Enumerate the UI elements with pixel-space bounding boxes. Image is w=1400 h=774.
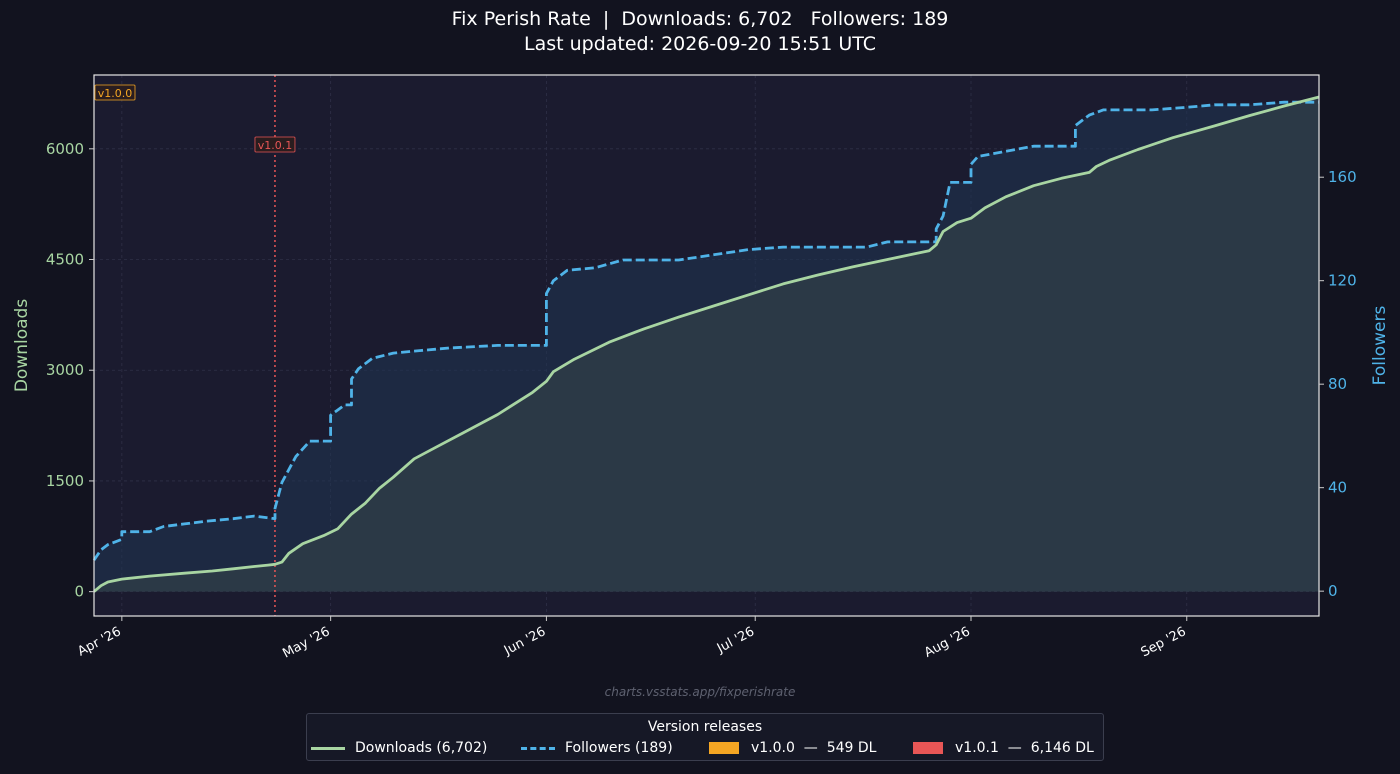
y2-tick-label: 40	[1328, 479, 1347, 497]
y2-tick-label: 160	[1328, 168, 1357, 186]
y2-tick-label: 0	[1328, 582, 1338, 600]
x-tick-label: Jul '26	[714, 624, 757, 656]
legend-item-downloads: Downloads (6,702)	[311, 739, 487, 757]
y2-axis-title: Followers	[1370, 306, 1390, 386]
legend-label-followers: Followers (189)	[565, 740, 673, 756]
v100-color-swatch	[709, 742, 739, 754]
x-tick-label: Jun '26	[501, 624, 548, 659]
plot-frame	[93, 74, 1320, 617]
y-tick-label: 3000	[46, 361, 84, 379]
x-tick-label: Apr '26	[75, 624, 123, 659]
version-label: v1.0.0	[98, 87, 133, 100]
version-marker-v1-0-0: v1.0.0	[94, 84, 136, 101]
y-axis-right: 0 40 80 120 160	[1319, 168, 1357, 600]
v101-color-swatch	[913, 742, 943, 754]
x-tick-label: May '26	[280, 624, 332, 661]
chart-canvas: v1.0.0 v1.0.1 0 1500 3000 4500 6000 0 40 80 120 160…	[12, 74, 1390, 662]
y-tick-label: 0	[74, 583, 84, 601]
x-axis: Apr '26 May '26 Jun '26 Jul '26 Aug '26 Sep '…	[75, 616, 1189, 662]
legend-item-followers: Followers (189)	[521, 739, 673, 757]
version-label: v1.0.1	[258, 139, 293, 152]
legend-title: Version releases	[647, 719, 763, 735]
legend-item-v101: v1.0.1 — 6,146 DL	[913, 739, 1094, 757]
y-axis-left: 0 1500 3000 4500 6000	[46, 140, 94, 601]
downloads-area	[94, 97, 1319, 592]
legend-item-v100: v1.0.0 — 549 DL	[709, 739, 876, 757]
legend-label-v101: v1.0.1 — 6,146 DL	[955, 740, 1094, 756]
chart-subtitle: Last updated: 2026-09-20 15:51 UTC	[524, 33, 876, 55]
x-tick-label: Aug '26	[922, 624, 973, 661]
y-tick-label: 1500	[46, 472, 84, 490]
version-label-box	[94, 84, 136, 101]
y-tick-label: 4500	[46, 251, 84, 269]
followers-dash-swatch	[521, 746, 555, 750]
watermark-link: charts.vsstats.app/fixperishrate	[604, 685, 796, 699]
downloads-series-line	[93, 95, 1320, 593]
legend: Version releases Downloads (6,702) Follo…	[306, 713, 1104, 761]
legend-label-downloads: Downloads (6,702)	[355, 740, 488, 756]
version-label-box	[254, 136, 296, 153]
x-tick-label: Sep '26	[1139, 624, 1189, 660]
y2-tick-label: 120	[1328, 272, 1357, 290]
y2-tick-label: 80	[1328, 375, 1347, 393]
legend-label-v100: v1.0.0 — 549 DL	[751, 740, 877, 756]
downloads-line-swatch	[311, 746, 345, 750]
y-tick-label: 6000	[46, 140, 84, 158]
y-axis-title: Downloads	[12, 299, 32, 393]
followers-series-line	[92, 100, 1319, 561]
version-marker-v1-0-1: v1.0.1	[254, 75, 296, 616]
chart-title: Fix Perish Rate | Downloads: 6,702 Follo…	[451, 8, 949, 30]
